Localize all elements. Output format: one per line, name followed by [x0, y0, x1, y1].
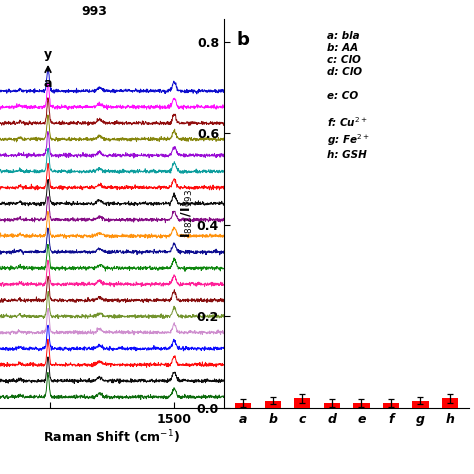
Bar: [442, 399, 458, 408]
Text: y: y: [44, 48, 52, 61]
Text: a: a: [44, 77, 52, 90]
Bar: [324, 403, 340, 408]
Bar: [294, 399, 310, 408]
Bar: [383, 403, 399, 408]
Text: 993: 993: [81, 5, 107, 18]
Bar: [353, 403, 370, 408]
Text: a: bla
b: AA
c: ClO
d: ClO

e: CO

f: Cu$^{2+}$
g: Fe$^{2+}$
h: GSH: a: bla b: AA c: ClO d: ClO e: CO f: Cu$^…: [327, 31, 370, 160]
Bar: [264, 401, 281, 408]
Text: b: b: [236, 31, 249, 49]
X-axis label: Raman Shift (cm$^{-1}$): Raman Shift (cm$^{-1}$): [44, 428, 181, 446]
Bar: [412, 401, 428, 408]
Y-axis label: I$_{882}$/I$_{993}$: I$_{882}$/I$_{993}$: [181, 189, 195, 238]
Bar: [235, 403, 251, 408]
